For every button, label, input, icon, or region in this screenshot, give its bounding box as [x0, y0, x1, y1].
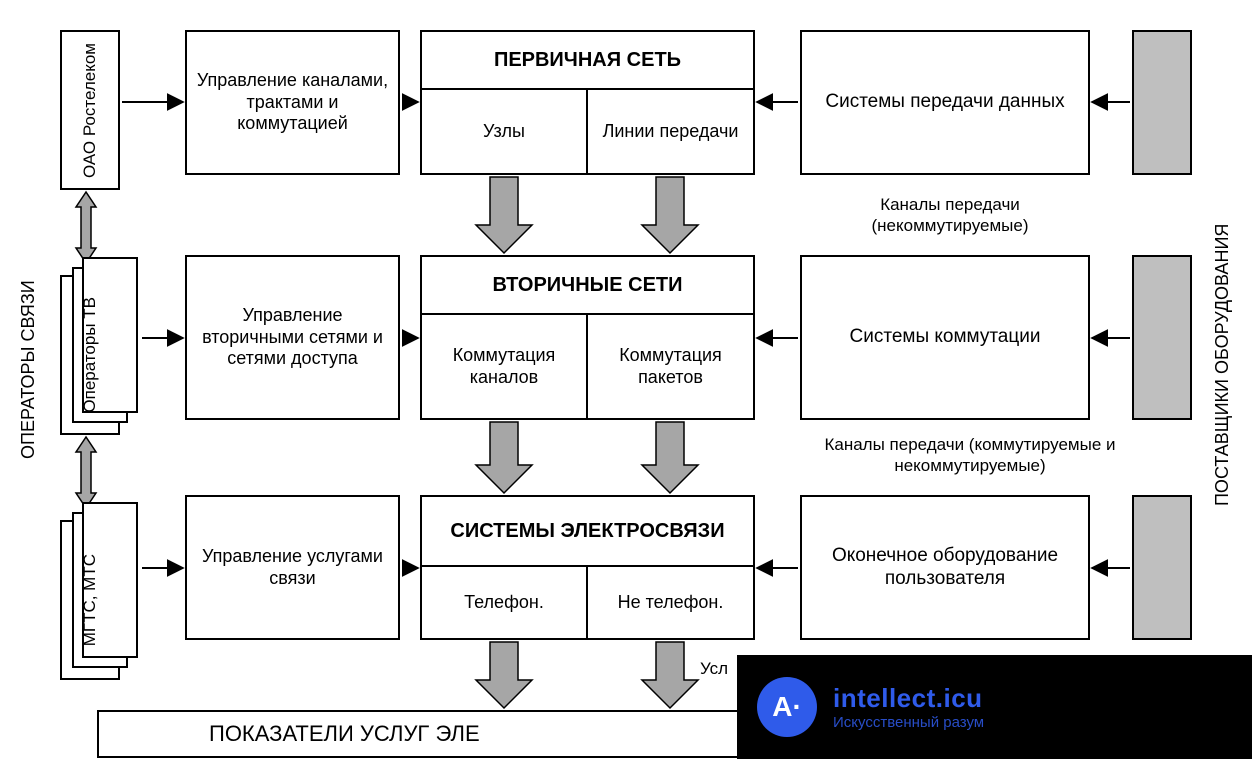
core1-title: ПЕРВИЧНАЯ СЕТЬ [420, 30, 755, 90]
side-label-right: ПОСТАВЩИКИ ОБОРУДОВАНИЯ [1212, 130, 1233, 600]
mgmt-box-3: Управление услугами связи [185, 495, 400, 640]
core2-sub-left: Коммутация каналов [420, 313, 588, 420]
core2-sub-right: Коммутация пакетов [586, 313, 755, 420]
watermark-logo-icon: A· [757, 677, 817, 737]
side-label-left: ОПЕРАТОРЫ СВЯЗИ [18, 225, 39, 515]
sys-box-3: Оконечное оборудование пользователя [800, 495, 1090, 640]
sys-box-1: Системы передачи данных [800, 30, 1090, 175]
operator-mgts: МГТС, МТС [60, 520, 120, 680]
supplier-box-1 [1132, 30, 1192, 175]
operator-tv: Операторы ТВ [60, 275, 120, 435]
core1-sub-right: Линии передачи [586, 88, 755, 175]
mgmt-box-2: Управление вторичными сетями и сетями до… [185, 255, 400, 420]
core3-sub-left: Телефон. [420, 565, 588, 640]
supplier-box-2 [1132, 255, 1192, 420]
core3-title: СИСТЕМЫ ЭЛЕКТРОСВЯЗИ [420, 495, 755, 567]
annotation-2: Каналы передачи (коммутируемые и некомму… [760, 428, 1180, 483]
watermark-text: intellect.icu Искусственный разум [833, 683, 984, 731]
core1-sub-left: Узлы [420, 88, 588, 175]
mgmt-box-1: Управление каналами, трактами и коммутац… [185, 30, 400, 175]
core3-sub-right: Не телефон. [586, 565, 755, 640]
sys-box-2: Системы коммутации [800, 255, 1090, 420]
operator-rostelecom: ОАО Ростелеком [60, 30, 120, 190]
diagram-canvas: ОПЕРАТОРЫ СВЯЗИ ПОСТАВЩИКИ ОБОРУДОВАНИЯ … [0, 0, 1252, 759]
supplier-box-3 [1132, 495, 1192, 640]
annotation-1: Каналы передачи (некоммутируемые) [800, 188, 1100, 243]
core2-title: ВТОРИЧНЫЕ СЕТИ [420, 255, 755, 315]
watermark: A· intellect.icu Искусственный разум [737, 655, 1252, 759]
